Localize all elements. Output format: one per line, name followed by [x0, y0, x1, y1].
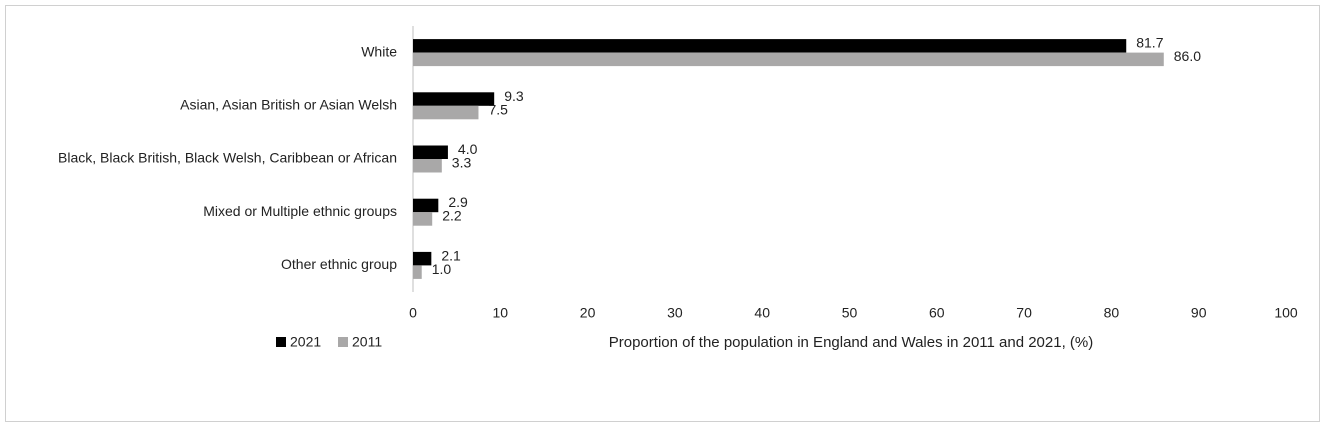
bar — [413, 39, 1127, 53]
y-tick-label: Other ethnic group — [281, 256, 397, 272]
bar — [413, 159, 442, 173]
y-tick-label: Black, Black British, Black Welsh, Carib… — [58, 150, 397, 166]
bar — [413, 52, 1164, 67]
chart-border — [5, 5, 1320, 422]
x-tick-label: 20 — [580, 305, 596, 321]
x-tick-label: 40 — [754, 305, 770, 321]
bar — [413, 265, 422, 279]
legend-swatch — [276, 337, 286, 347]
bar — [413, 92, 495, 106]
x-tick-label: 80 — [1104, 305, 1120, 321]
x-tick-label: 10 — [493, 305, 509, 321]
data-label: 1.0 — [432, 261, 452, 277]
data-label: 7.5 — [488, 101, 508, 117]
legend-swatch — [338, 337, 348, 347]
data-label: 2.2 — [442, 208, 462, 224]
data-label: 4.0 — [458, 141, 478, 157]
bar — [413, 251, 432, 266]
bar — [413, 105, 479, 120]
y-tick-label: White — [361, 43, 397, 59]
data-label: 2.9 — [448, 194, 468, 210]
bar — [413, 198, 439, 213]
legend-label: 2011 — [352, 334, 382, 350]
x-tick-label: 0 — [409, 305, 417, 321]
x-tick-label: 90 — [1191, 305, 1207, 321]
x-tick-label: 60 — [929, 305, 945, 321]
data-label: 81.7 — [1136, 35, 1163, 51]
x-tick-label: 100 — [1274, 305, 1298, 321]
x-tick-label: 50 — [842, 305, 858, 321]
data-label: 3.3 — [452, 154, 472, 170]
bar — [413, 212, 433, 226]
y-tick-label: Mixed or Multiple ethnic groups — [203, 203, 397, 219]
x-tick-label: 30 — [667, 305, 683, 321]
y-tick-label: Asian, Asian British or Asian Welsh — [180, 97, 397, 113]
data-label: 9.3 — [504, 88, 524, 104]
x-tick-label: 70 — [1016, 305, 1032, 321]
legend-label: 2021 — [290, 334, 321, 350]
x-axis-title: Proportion of the population in England … — [609, 334, 1094, 351]
data-label: 86.0 — [1174, 48, 1201, 64]
bar — [413, 145, 448, 159]
data-label: 2.1 — [441, 247, 461, 263]
